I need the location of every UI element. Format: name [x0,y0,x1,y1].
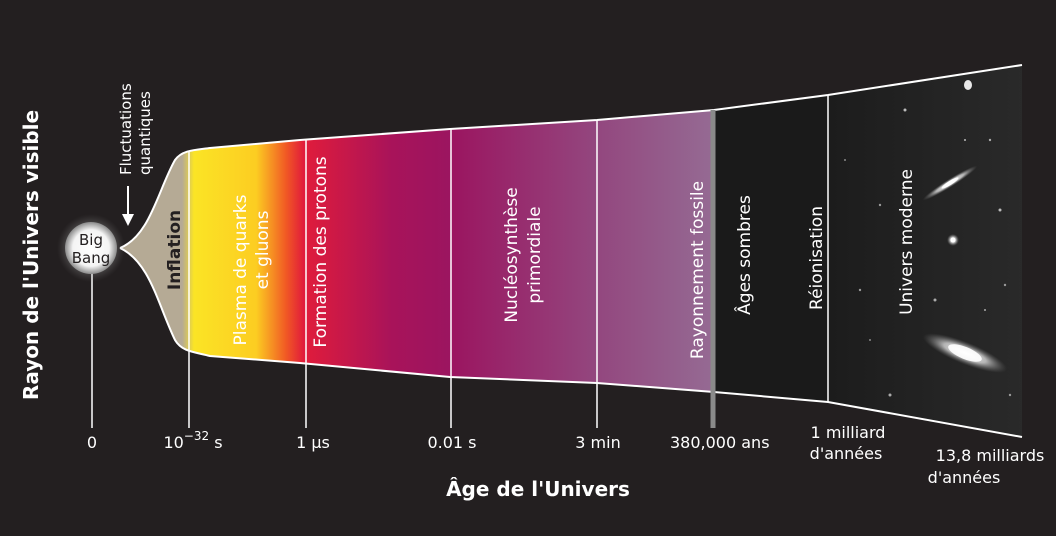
tick-label-billion-2: d'années [810,444,883,463]
tick-label-now-2: d'années [928,468,1001,487]
tick-label-now-1: 13,8 milliards [936,446,1045,465]
fluctuations-label-1: Fluctuations [117,83,135,175]
big-bang-label-2: Bang [72,249,111,267]
reionization-label: Réionisation [807,206,827,310]
planck-exponent: −32 [184,429,209,443]
tick-label-minutes: 3 min [575,433,620,452]
tick-label-380k: 380,000 ans [670,433,770,452]
tick-label-planck: 10−32 s [163,429,222,452]
planck-unit: s [209,433,222,452]
big-bang-circle [65,222,117,274]
arrow-down-icon [122,214,134,226]
universe-outline [119,64,1023,249]
quark-plasma-label-1: Plasma de quarks [231,194,251,345]
quark-plasma-label-2: et gluons [253,210,273,289]
nucleosynthesis-label-2: primordiale [525,206,545,303]
nucleosynthesis-label-1: Nucléosynthèse [502,187,522,322]
era-gradient-fill [120,65,714,437]
tick-label-zero: 0 [87,433,97,452]
cmb-label: Rayonnement fossile [688,181,708,359]
fluctuations-label-2: quantiques [136,91,154,175]
inflation-label: Inflation [165,210,185,290]
dark-ages-region [714,65,828,437]
tick-label-centisecond: 0.01 s [427,433,476,452]
modern-universe-region [828,65,1022,437]
x-axis-label: Âge de l'Univers [446,477,630,501]
big-bang-label-1: Big [79,231,103,249]
galaxy-field [844,80,1012,397]
proton-formation-label: Formation des protons [311,156,331,347]
tick-label-billion-1: 1 milliard [811,423,886,442]
dark-ages-label: Âges sombres [733,195,755,315]
tick-label-microsecond: 1 µs [296,433,330,452]
y-axis-label: Rayon de l'Univers visible [19,110,43,400]
planck-base: 10 [163,433,183,452]
modern-universe-label: Univers moderne [897,169,917,315]
universe-outline-bottom [119,247,1023,438]
